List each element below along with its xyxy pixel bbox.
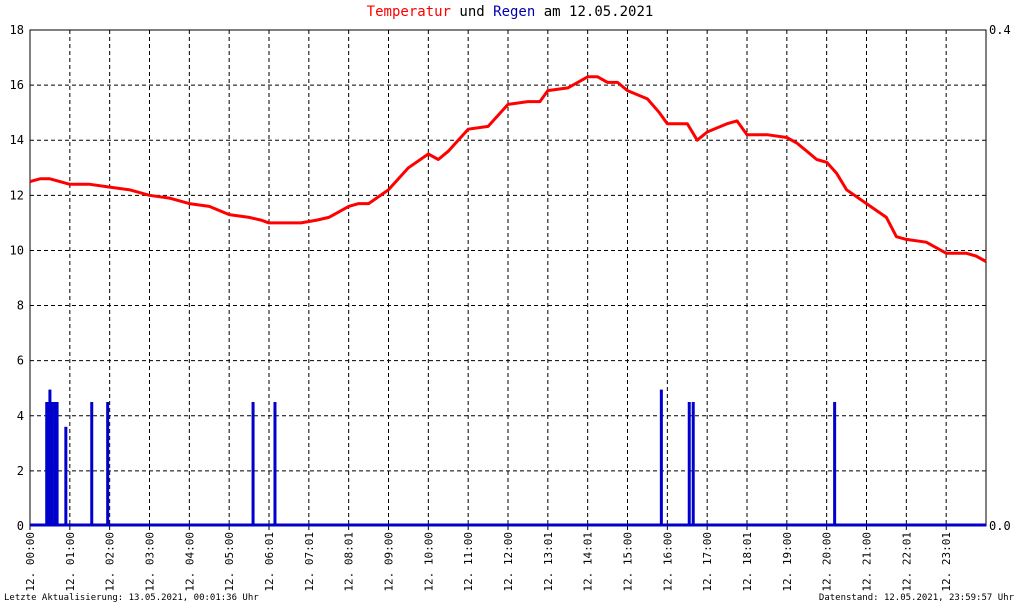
x-tick-label: 12. 00:00 (24, 532, 37, 592)
title-am: am (543, 4, 561, 20)
rain-bar (50, 402, 54, 526)
y-tick-label: 0 (17, 519, 24, 533)
rain-bar (687, 402, 691, 526)
rain-bar (90, 402, 94, 526)
x-tick-label: 12. 14:01 (582, 532, 595, 592)
title-and: und (459, 4, 485, 20)
x-tick-label: 12. 11:00 (462, 532, 475, 592)
rain-bar (64, 426, 68, 526)
title-date: 12.05.2021 (569, 4, 654, 20)
title-rain: Regen (493, 4, 536, 20)
rain-bar (106, 402, 110, 526)
x-tick-label: 12. 05:00 (223, 532, 236, 592)
rain-bar (55, 402, 59, 526)
x-tick-label: 12. 06:01 (263, 532, 276, 592)
rain-bar (659, 389, 663, 526)
x-tick-label: 12. 04:00 (183, 532, 196, 592)
x-tick-label: 12. 22:01 (900, 532, 913, 592)
rain-bar (251, 402, 255, 526)
x-tick-label: 12. 09:00 (383, 532, 396, 592)
data-timestamp-text: Datenstand: 12.05.2021, 23:59:57 Uhr (818, 593, 1014, 603)
rain-bar (45, 402, 49, 526)
y2-tick-label: 0.0 (989, 519, 1011, 533)
temperature-line (29, 75, 987, 263)
x-tick-label: 12. 19:00 (781, 532, 794, 592)
x-tick-label: 12. 12:00 (502, 532, 515, 592)
x-tick-label: 12. 13:01 (542, 532, 555, 592)
x-tick-label: 12. 20:00 (821, 532, 834, 592)
last-update-text: Letzte Aktualisierung: 13.05.2021, 00:01… (4, 593, 259, 603)
title-temperature: Temperatur (366, 4, 451, 20)
x-tick-label: 12. 15:00 (622, 532, 635, 592)
y-tick-label: 10 (10, 243, 24, 257)
y-tick-label: 8 (17, 299, 24, 313)
rain-bar (273, 402, 277, 526)
rain-bar (48, 389, 52, 526)
x-tick-label: 12. 07:01 (303, 532, 316, 592)
y-tick-label: 4 (17, 409, 24, 423)
x-tick-label: 12. 02:00 (104, 532, 117, 592)
y2-tick-label: 0.4 (989, 23, 1011, 37)
x-tick-label: 12. 18:01 (741, 532, 754, 592)
y-tick-label: 12 (10, 188, 24, 202)
x-tick-label: 12. 23:01 (940, 532, 953, 592)
x-tick-label: 12. 08:01 (343, 532, 356, 592)
x-tick-label: 12. 03:00 (144, 532, 157, 592)
y-tick-label: 18 (10, 23, 24, 37)
x-tick-label: 12. 10:00 (422, 532, 435, 592)
y-tick-label: 2 (17, 464, 24, 478)
y-tick-label: 14 (10, 133, 24, 147)
rain-bar (53, 402, 57, 526)
chart-title: Temperatur und Regen am 12.05.2021 (0, 4, 1020, 20)
rain-bar (691, 402, 695, 526)
x-tick-label: 12. 16:00 (661, 532, 674, 592)
y-tick-label: 16 (10, 78, 24, 92)
rain-bar (833, 402, 837, 526)
x-tick-label: 12. 17:00 (701, 532, 714, 592)
rain-bar (46, 402, 50, 526)
x-tick-label: 12. 21:00 (861, 532, 874, 592)
x-tick-label: 12. 01:00 (64, 532, 77, 592)
y-tick-label: 6 (17, 354, 24, 368)
